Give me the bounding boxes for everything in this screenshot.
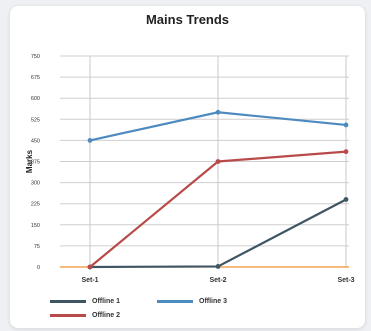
y-tick-label: 150 [31, 223, 40, 229]
y-tick-label: 525 [31, 117, 40, 123]
y-tick-label: 675 [31, 75, 40, 81]
legend-label: Offline 2 [92, 312, 121, 319]
y-axis-label: Marks [25, 149, 34, 173]
data-point [215, 159, 221, 164]
data-point [215, 264, 221, 269]
legend-item: Offline 2 [50, 312, 120, 319]
legend: Offline 1 Offline 2 Offline 3 [50, 298, 350, 328]
legend-swatch [50, 300, 86, 303]
data-point [343, 197, 349, 202]
y-tick-label: 225 [31, 202, 40, 208]
legend-label: Offline 3 [199, 298, 228, 305]
y-tick-label: 450 [31, 138, 40, 144]
data-point [87, 264, 93, 270]
legend-swatch [50, 314, 86, 317]
chart-card: Mains Trends 0 75 150 225 300 375 450 525 600 675… [10, 6, 365, 328]
y-tick-label: 0 [37, 265, 40, 271]
y-tick-label: 300 [31, 181, 40, 187]
data-point [215, 109, 221, 115]
chart-title: Mains Trends [145, 12, 230, 27]
x-tick-label: Set-1 [81, 277, 98, 284]
legend-item: Offline 3 [157, 298, 227, 305]
y-tick-label: 75 [34, 244, 40, 250]
x-tick-label: Set-2 [209, 277, 226, 284]
y-tick-label: 600 [31, 96, 40, 102]
data-point [87, 138, 93, 143]
data-point [343, 149, 349, 155]
data-point [343, 122, 349, 128]
legend-item: Offline 1 [50, 298, 120, 305]
y-tick-label: 750 [31, 54, 40, 60]
line-chart: 0 75 150 225 300 375 450 525 600 675 750 Set-1 Set-2… [25, 54, 355, 284]
x-tick-label: Set-3 [337, 277, 354, 284]
legend-swatch [157, 300, 193, 303]
y-tick-label: 375 [31, 160, 40, 166]
legend-label: Offline 1 [92, 298, 121, 305]
